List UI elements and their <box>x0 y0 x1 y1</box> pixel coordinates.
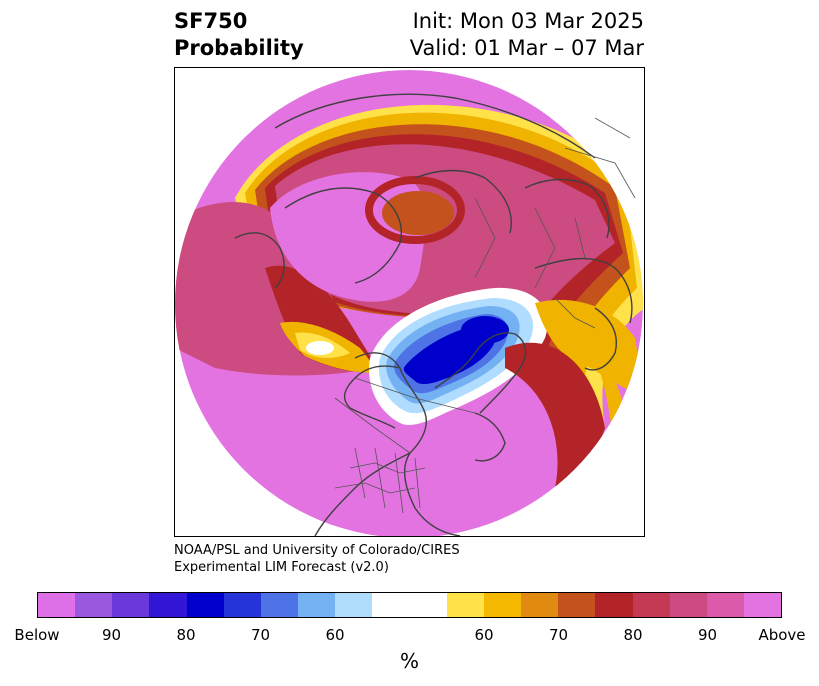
forecast-dates: Init: Mon 03 Mar 2025 Valid: 01 Mar – 07… <box>410 8 644 62</box>
colorbar-tick-label: Above <box>758 626 806 644</box>
init-date: Init: Mon 03 Mar 2025 <box>412 9 644 33</box>
colorbar-cell <box>706 593 744 617</box>
chart-title: SF750 Probability <box>174 8 304 62</box>
title-variable: SF750 <box>174 9 248 33</box>
colorbar-cell <box>335 593 373 617</box>
colorbar-cell <box>446 593 484 617</box>
above-west-white <box>306 341 334 355</box>
colorbar-cell <box>112 593 150 617</box>
probability-colorbar <box>37 592 782 618</box>
colorbar-cell <box>38 593 76 617</box>
colorbar-tick-label: 60 <box>474 626 494 644</box>
polar-map <box>175 70 643 536</box>
colorbar-ticks: Below 90 80 70 60 60 70 80 90 Above <box>0 626 819 646</box>
map-panel <box>174 67 645 537</box>
colorbar-cell <box>409 593 447 617</box>
colorbar-tick-label: 60 <box>325 626 345 644</box>
colorbar-cell <box>558 593 596 617</box>
country-borders <box>334 117 636 514</box>
above-arctic-orange-pocket <box>382 191 454 235</box>
colorbar-cell <box>669 593 707 617</box>
colorbar-cell <box>372 593 410 617</box>
colorbar-cell <box>260 593 299 617</box>
colorbar-tick-label: 90 <box>101 626 122 644</box>
colorbar-tick-label: 70 <box>250 626 271 644</box>
colorbar-cell <box>186 593 224 617</box>
colorbar-cell <box>483 593 522 617</box>
colorbar-cell <box>632 593 670 617</box>
colorbar-cell <box>595 593 633 617</box>
colorbar-cell <box>298 593 336 617</box>
colorbar-tick-label: 70 <box>548 626 569 644</box>
above-atlantic-gold <box>535 299 643 398</box>
colorbar-tick-label: Below <box>14 626 60 644</box>
coastlines <box>234 93 633 536</box>
above-atlantic-red <box>505 342 605 488</box>
above-arctic-red-pocket <box>365 176 465 244</box>
colorbar-cell <box>521 593 559 617</box>
below-core-north <box>461 316 509 344</box>
credit-line-1: NOAA/PSL and University of Colorado/CIRE… <box>174 543 460 558</box>
colorbar-tick-label: 90 <box>697 626 718 644</box>
colorbar-cell <box>743 593 782 617</box>
title-quantity: Probability <box>174 36 304 60</box>
colorbar-cell <box>149 593 187 617</box>
colorbar-tick-label: 80 <box>623 626 643 644</box>
valid-period: Valid: 01 Mar – 07 Mar <box>409 36 644 60</box>
credit-line-2: Experimental LIM Forecast (v2.0) <box>174 560 389 575</box>
colorbar-tick-label: 80 <box>176 626 196 644</box>
credit-text: NOAA/PSL and University of Colorado/CIRE… <box>174 542 460 576</box>
colorbar-unit-label: % <box>399 649 419 673</box>
colorbar-cell <box>75 593 113 617</box>
colorbar-cell <box>223 593 261 617</box>
